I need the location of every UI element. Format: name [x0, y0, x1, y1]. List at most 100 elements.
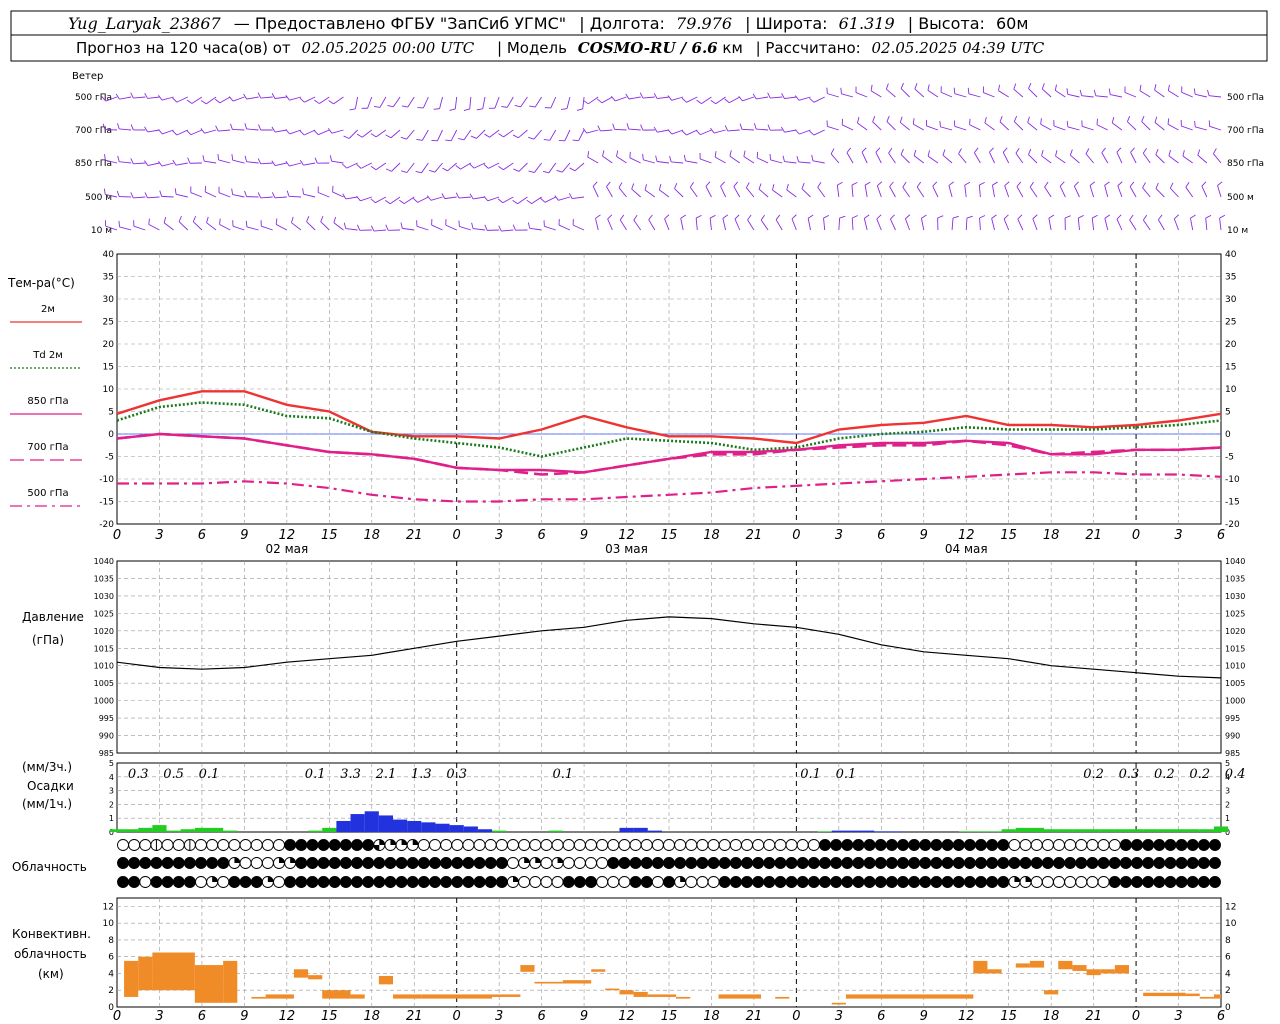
wind-barb-flag: [1041, 149, 1044, 156]
cloud-symbol: [1030, 876, 1043, 888]
wind-barb: [619, 219, 627, 231]
cloud-symbol: [651, 857, 664, 869]
cloud-symbol: [295, 839, 308, 851]
wind-barb-flag: [916, 181, 922, 188]
convective-panel: 12 12 10 10 8 8 6 6 4 4 2 2 0 0 Конвективн. облачност…: [12, 897, 1237, 1013]
wind-barb-flag: [172, 130, 178, 136]
convective-bar: [845, 994, 945, 999]
wind-barb: [566, 96, 571, 109]
wind-barb: [1142, 152, 1151, 164]
wind-barb: [379, 96, 387, 108]
wind-barb: [345, 196, 358, 200]
wind-barb-flag: [1064, 215, 1071, 219]
precip-bar: [209, 827, 224, 832]
precip-3h-label: 2.1: [375, 767, 397, 782]
convective-bar: [1072, 965, 1087, 971]
y-tick-right: 990: [1225, 732, 1240, 741]
cloud-symbol: [1064, 876, 1077, 888]
wind-barb: [900, 122, 910, 131]
cloud-symbol: [841, 857, 854, 869]
wind-barb-flag: [876, 214, 882, 220]
wind-barb: [1189, 218, 1194, 231]
y-tick-left: 2: [108, 986, 114, 996]
wind-barb-flag: [729, 150, 732, 157]
wind-barb-flag: [1217, 181, 1223, 186]
wind-barb-flag: [720, 181, 725, 187]
cloud-symbol: [963, 839, 976, 851]
wind-barb-flag: [710, 100, 716, 105]
y-tick-right: 15: [1225, 363, 1236, 373]
wind-barb-flag: [856, 117, 860, 124]
y-tick-right: 0: [1225, 1003, 1231, 1013]
wind-barb-flag: [314, 99, 320, 104]
cloud-symbol: [250, 839, 263, 851]
wind-barb-flag: [846, 147, 852, 153]
wind-barb: [360, 196, 372, 202]
x-tick-label-bottom: 3: [155, 1009, 163, 1024]
x-tick-label-bottom: 3: [1174, 1009, 1182, 1024]
wind-barb: [734, 218, 741, 231]
x-tick-label-bottom: 3: [835, 1009, 843, 1024]
wind-barb-flag: [1197, 149, 1201, 156]
wind-barb-flag: [172, 97, 178, 103]
wind-barb: [932, 185, 939, 198]
wind-barb-flag: [1129, 181, 1135, 187]
wind-barb-flag: [244, 190, 247, 197]
cloud-symbol: [1153, 857, 1166, 869]
convective-bar: [1100, 969, 1115, 974]
cloud-symbol: [640, 876, 653, 888]
calc-time: 02.05.2025 04:39 UTC: [871, 39, 1044, 57]
wind-barb: [760, 219, 769, 231]
precip-3h-label: 0.2: [1189, 767, 1210, 782]
wind-barb: [105, 194, 118, 198]
wind-barb: [460, 162, 472, 170]
x-tick-label: 6: [198, 528, 206, 543]
wind-barb-flag: [513, 168, 520, 172]
y-tick-right: 10: [1225, 919, 1237, 929]
y-tick-left: 25: [103, 318, 114, 328]
wind-barb-flag: [767, 92, 771, 99]
cloud-symbol: [986, 876, 999, 888]
wind-barb: [578, 129, 585, 141]
cloud-symbol: [841, 839, 854, 851]
y-tick-right: 8: [1225, 936, 1231, 946]
precip-bar: [1157, 829, 1172, 832]
precip-bar: [1171, 829, 1186, 832]
precip-bar: [336, 820, 351, 832]
convective-bar: [619, 990, 634, 995]
cloud-symbol: [1075, 839, 1088, 851]
wind-barb-flag: [231, 188, 234, 195]
wind-barb: [607, 218, 613, 231]
day-label: 03 мая: [605, 542, 648, 556]
cloud-symbol: [261, 839, 274, 851]
wind-barb-flag: [861, 147, 867, 153]
wind-barb: [318, 129, 330, 136]
wind-barb: [489, 129, 500, 138]
wind-barb: [695, 218, 698, 231]
cloud-symbol: [963, 857, 976, 869]
wind-barb-flag: [349, 108, 356, 111]
wind-barb-flag: [243, 93, 248, 100]
wind-barb-flag: [1044, 181, 1049, 188]
wind-barb-flag: [1093, 89, 1097, 96]
cloud-symbol: [774, 876, 787, 888]
cloud-symbol: [273, 839, 285, 851]
wind-barb-flag: [888, 147, 893, 154]
wind-barb-flag: [144, 192, 148, 199]
precip-bar: [1114, 829, 1129, 832]
cloud-partial-fill: [1014, 876, 1020, 882]
cloud-symbol: [161, 839, 174, 851]
precip-3h-label: 0.4: [1225, 767, 1246, 782]
wind-barb: [798, 161, 811, 164]
cloud-symbol: [351, 857, 363, 869]
wind-barb: [1195, 126, 1207, 131]
wind-barb-flag: [116, 190, 120, 197]
convective-bar: [393, 994, 422, 999]
precip-bar: [1086, 829, 1101, 832]
cloud-symbol: [1064, 839, 1077, 851]
wind-barb-flag: [512, 134, 519, 139]
y-tick-left: 0: [108, 430, 114, 440]
wind-barb-flag: [512, 200, 518, 205]
cloud-symbol: [1209, 857, 1221, 869]
wind-barb-flag: [385, 224, 389, 231]
